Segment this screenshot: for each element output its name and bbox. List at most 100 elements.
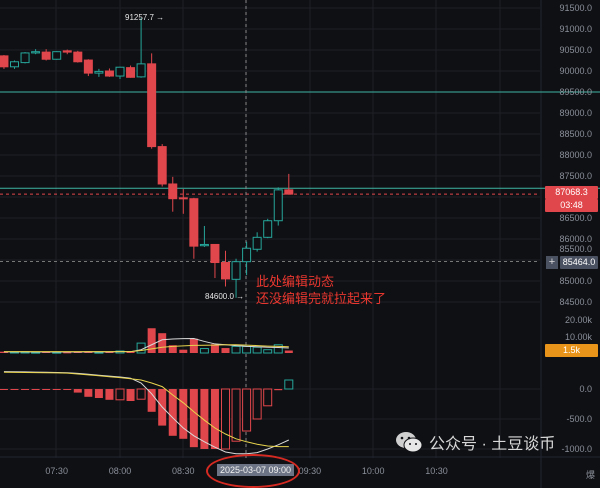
macd-histogram-bar bbox=[147, 389, 156, 412]
macd-histogram-bar bbox=[189, 389, 198, 448]
price-tick: 87500.0 bbox=[559, 171, 592, 181]
price-tick: 91500.0 bbox=[559, 3, 592, 13]
volume-bar bbox=[147, 328, 156, 353]
candle-body bbox=[0, 55, 9, 68]
macd-histogram-bar bbox=[31, 389, 40, 390]
macd-histogram-bar bbox=[63, 389, 72, 390]
candle-body bbox=[199, 243, 209, 247]
candle-body bbox=[94, 70, 104, 74]
candle-body bbox=[10, 61, 19, 68]
volume-bar bbox=[263, 349, 273, 354]
note-line-1: 此处编辑动态 bbox=[256, 274, 335, 289]
macd-histogram-bar bbox=[263, 388, 273, 407]
price-tick: 85000.0 bbox=[559, 276, 592, 286]
volume-bar bbox=[105, 352, 114, 354]
last-price-badge: 87068.3 bbox=[545, 186, 598, 199]
candle-body bbox=[273, 189, 283, 222]
time-tick: 09:30 bbox=[298, 466, 322, 476]
volume-tick: 20.00k bbox=[564, 315, 592, 325]
candle-body bbox=[242, 247, 252, 263]
price-tick: 90500.0 bbox=[559, 45, 592, 55]
wechat-icon bbox=[396, 432, 423, 453]
candle-body bbox=[31, 51, 41, 54]
watermark: 公众号 · 土豆谈币 bbox=[395, 430, 555, 454]
volume-bar bbox=[210, 344, 219, 353]
crosshair-price-badge: 85464.0 bbox=[560, 256, 598, 269]
volume-bar bbox=[168, 345, 177, 353]
macd-histogram-bar bbox=[284, 379, 294, 390]
volume-bar bbox=[158, 333, 167, 353]
volume-bar bbox=[63, 352, 72, 354]
price-tick: 88000.0 bbox=[559, 150, 592, 160]
macd-histogram-bar bbox=[52, 389, 61, 390]
candle-body bbox=[263, 220, 273, 238]
volume-bar bbox=[126, 351, 135, 353]
candle-body bbox=[52, 51, 62, 60]
macd-tick: -1000.0 bbox=[561, 444, 592, 454]
candle-body bbox=[83, 59, 93, 74]
price-tick: 91000.0 bbox=[559, 24, 592, 34]
candle-body bbox=[168, 183, 178, 200]
macd-histogram-bar bbox=[42, 389, 51, 390]
candle-body bbox=[115, 66, 125, 77]
price-tick: 86000.0 bbox=[559, 234, 592, 244]
candle-body bbox=[73, 51, 83, 63]
time-tick: 07:30 bbox=[45, 466, 68, 476]
candle-body bbox=[210, 243, 220, 264]
candle-body bbox=[147, 63, 157, 148]
volume-bar bbox=[231, 345, 241, 354]
volume-bar bbox=[252, 346, 262, 354]
price-tick: 89500.0 bbox=[559, 87, 592, 97]
macd-tick: -500.0 bbox=[566, 414, 592, 424]
candle-body bbox=[126, 67, 136, 78]
candle-body bbox=[252, 236, 262, 250]
volume-bar bbox=[179, 349, 188, 353]
add-alert-plus-button[interactable]: + bbox=[546, 256, 558, 269]
macd-histogram-bar bbox=[136, 388, 146, 400]
volume-bar bbox=[221, 348, 230, 353]
price-tick: 84500.0 bbox=[559, 297, 592, 307]
macd-histogram-bar bbox=[168, 389, 177, 436]
macd-histogram-bar bbox=[94, 389, 103, 398]
macd-histogram-bar bbox=[252, 388, 262, 420]
price-tick: 85500.0 bbox=[559, 244, 592, 254]
volume-ma-slow-line bbox=[3, 344, 289, 353]
volume-bar bbox=[273, 344, 283, 354]
volume-bar bbox=[242, 345, 252, 354]
macd-histogram-bar bbox=[200, 389, 209, 449]
macd-histogram-bar bbox=[179, 389, 188, 439]
watermark-text: 公众号 · 土豆谈币 bbox=[429, 436, 556, 453]
time-tick: 10:00 bbox=[361, 466, 385, 476]
high-price-label: 91257.7 → bbox=[125, 13, 165, 22]
macd-histogram-bar bbox=[115, 388, 125, 401]
red-ellipse-highlight bbox=[206, 454, 300, 488]
candle-body bbox=[20, 52, 30, 64]
candle-body bbox=[41, 51, 51, 60]
candle-body bbox=[136, 63, 146, 78]
macd-histogram-bar bbox=[274, 389, 283, 391]
volume-tick: 10.00k bbox=[564, 331, 592, 342]
candle-body bbox=[62, 50, 72, 53]
macd-histogram-bar bbox=[21, 389, 30, 390]
candle-body bbox=[231, 261, 241, 280]
time-tick: 08:30 bbox=[172, 466, 195, 476]
macd-histogram-bar bbox=[0, 389, 8, 390]
candle-body bbox=[284, 189, 294, 195]
candle-body bbox=[104, 70, 114, 77]
price-tick: 86500.0 bbox=[559, 213, 592, 223]
candle-body bbox=[189, 198, 199, 247]
volume-current-badge: 1.5k bbox=[545, 344, 598, 357]
candle-body bbox=[157, 146, 167, 185]
macd-histogram-bar bbox=[126, 389, 135, 401]
price-tick: 90000.0 bbox=[559, 66, 592, 76]
volume-bar bbox=[284, 350, 293, 353]
countdown-badge: 03:48 bbox=[545, 199, 598, 212]
macd-histogram-bar bbox=[105, 389, 114, 400]
macd-tick: 0.0 bbox=[579, 384, 592, 394]
low-price-label: 84600.0 → bbox=[205, 292, 245, 301]
bottom-right-label: 爆 bbox=[586, 470, 596, 480]
price-tick: 89000.0 bbox=[559, 108, 592, 118]
time-tick: 10:30 bbox=[425, 466, 448, 476]
time-tick: 08:00 bbox=[108, 466, 132, 476]
